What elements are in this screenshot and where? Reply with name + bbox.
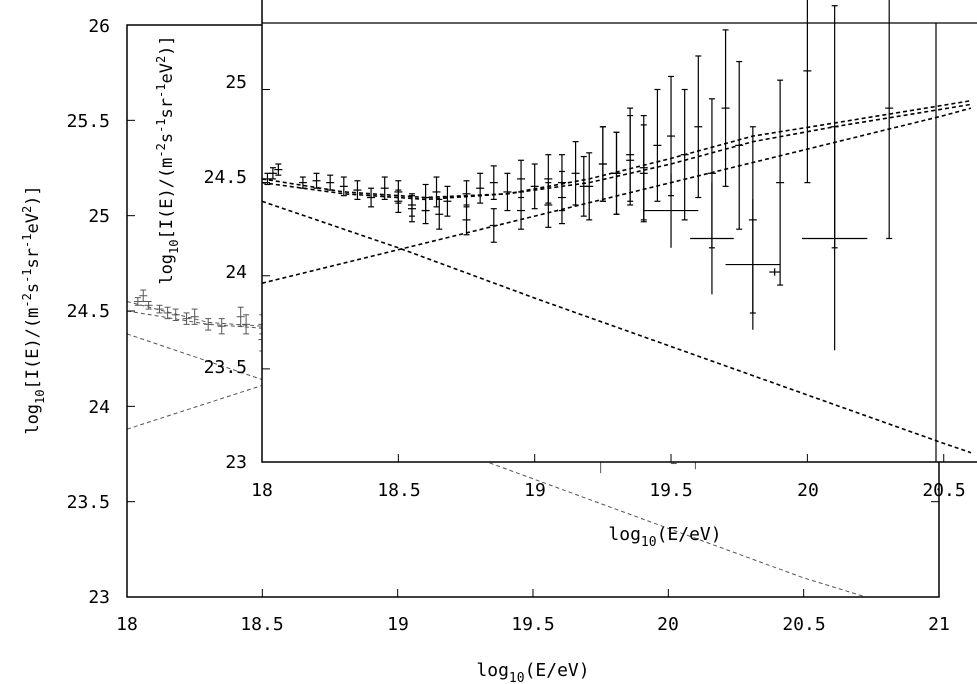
outer-x-tick-label: 18.5	[240, 614, 283, 635]
outer-y-axis-label: log10[I(E)/(m-2s-1sr-1eV2)]	[20, 185, 47, 434]
inset-y-tick-label: 24	[225, 262, 247, 283]
outer-x-tick-label: 20	[657, 614, 679, 635]
inset-binned-point	[725, 199, 781, 330]
outer-data-point	[133, 297, 142, 306]
outer-x-tick-label: 20.5	[782, 614, 825, 635]
outer-y-tick-label: 25.5	[67, 111, 110, 132]
outer-data-point	[242, 314, 251, 335]
inset-y-tick-labels: 23 23.5 24 24.5 25	[204, 72, 247, 473]
outer-y-tick-label: 23.5	[67, 492, 110, 513]
outer-data-point	[190, 308, 199, 325]
outer-y-tick-label: 23	[88, 587, 110, 608]
inset-binned-point	[801, 126, 868, 351]
inset-data-point	[353, 180, 362, 200]
inset-data-point	[339, 176, 348, 197]
outer-y-tick-labels: 23 23.5 24 24.5 25 25.5 26	[67, 16, 110, 608]
inset-fit-curve	[261, 200, 972, 454]
inset-data-point	[380, 176, 389, 200]
outer-x-tick-label: 21	[928, 614, 950, 635]
outer-data-point	[217, 318, 226, 335]
inset-data-point	[557, 170, 566, 225]
outer-x-axis-label: log10(E/eV)	[476, 660, 589, 684]
inset-data-point	[694, 55, 703, 199]
inset-fit-curve	[261, 103, 972, 199]
outer-data-point	[144, 300, 153, 310]
inset-fit-curve	[261, 99, 972, 201]
outer-data-point	[139, 289, 148, 302]
inset-data-point	[462, 204, 471, 236]
inset-x-tick-label: 19	[524, 480, 546, 501]
inset-data-point	[476, 172, 485, 204]
inset-data-point	[885, 0, 894, 240]
inset-data-point	[394, 189, 403, 214]
outer-data-point	[182, 312, 191, 325]
inset-data-point	[443, 185, 452, 217]
inset-data-point	[367, 187, 376, 208]
outer-x-tick-labels: 18 18.5 19 19.5 20 20.5 21	[116, 614, 950, 635]
inset-y-tick-label: 23	[225, 452, 247, 473]
inset-background	[262, 0, 977, 462]
inset-binned-point	[690, 182, 734, 295]
inset-y-tick-label: 25	[225, 72, 247, 93]
inset-binned-point	[643, 173, 699, 248]
inset-data-point	[612, 131, 621, 215]
inset-data-point	[776, 79, 785, 286]
inset-data-point	[579, 155, 588, 217]
inset-data-point	[407, 195, 416, 223]
inset-data-point	[268, 167, 277, 180]
inset-data-point	[803, 0, 812, 184]
outer-y-tick-label: 24	[88, 397, 110, 418]
inset-data-point	[432, 176, 441, 208]
inset-x-tick-label: 18.5	[377, 480, 420, 501]
inset-fit-curve	[261, 107, 972, 284]
inset-data-layer	[261, 0, 972, 454]
inset-x-tick-labels: 18 18.5 19 19.5 20 20.5	[251, 480, 966, 501]
inset-x-tick-label: 20	[797, 480, 819, 501]
inset-data-point	[544, 182, 553, 228]
inset-y-tick-label: 23.5	[204, 357, 247, 378]
inset-data-point	[721, 29, 730, 187]
inset-y-axis-label: log10[I(E)/(m-2s-1sr-1eV2)]	[154, 35, 181, 284]
inset-data-point	[653, 88, 662, 202]
inset-x-tick-label: 19.5	[649, 480, 692, 501]
inset-x-axis-label: log10(E/eV)	[608, 524, 721, 550]
outer-x-tick-label: 18	[116, 614, 138, 635]
inset-chart: 18 18.5 19 19.5 20 20.5 23 23.5 24 24.5 …	[154, 0, 977, 550]
inset-data-point	[435, 198, 444, 230]
inset-data-point	[503, 172, 512, 212]
inset-data-point	[639, 114, 648, 221]
inset-data-point	[530, 163, 539, 210]
inset-ticks	[261, 89, 945, 463]
outer-y-tick-label: 25	[88, 206, 110, 227]
inset-x-tick-label: 18	[251, 480, 273, 501]
inset-data-point	[274, 163, 283, 176]
outer-x-tick-label: 19.5	[511, 614, 554, 635]
outer-y-tick-label: 26	[88, 16, 110, 37]
inset-x-tick-label: 20.5	[922, 480, 965, 501]
outer-x-tick-label: 19	[387, 614, 409, 635]
outer-y-tick-label: 24.5	[67, 301, 110, 322]
inset-data-point	[571, 141, 580, 206]
inset-data-point	[598, 126, 607, 202]
inset-data-point	[626, 107, 635, 202]
inset-binned-point	[769, 268, 781, 276]
inset-y-tick-label: 24.5	[204, 167, 247, 188]
